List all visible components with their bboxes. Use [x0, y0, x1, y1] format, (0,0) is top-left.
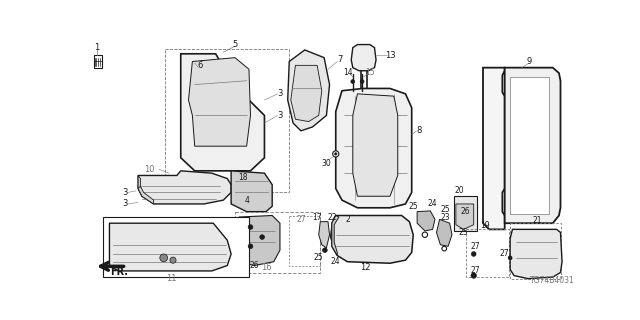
Bar: [289, 215, 320, 266]
Polygon shape: [94, 55, 102, 68]
Text: TG74B4031: TG74B4031: [529, 276, 574, 285]
Circle shape: [422, 232, 428, 237]
Polygon shape: [510, 77, 549, 214]
Circle shape: [323, 248, 327, 252]
Circle shape: [248, 225, 253, 229]
Text: 27: 27: [297, 215, 307, 224]
Text: 13: 13: [385, 51, 396, 60]
Text: 27: 27: [500, 250, 509, 259]
Text: 5: 5: [232, 40, 237, 49]
Circle shape: [335, 153, 337, 155]
Circle shape: [248, 244, 253, 249]
Text: 27: 27: [470, 242, 480, 251]
Polygon shape: [239, 215, 280, 266]
Text: 25: 25: [314, 253, 323, 262]
Polygon shape: [436, 219, 452, 246]
Text: 25: 25: [459, 228, 468, 237]
Text: 10: 10: [145, 165, 155, 174]
Text: 24: 24: [331, 257, 340, 266]
Text: 12: 12: [360, 263, 371, 272]
Text: FR.: FR.: [109, 268, 128, 277]
Text: 24: 24: [428, 199, 437, 208]
Text: 3: 3: [122, 188, 127, 197]
Polygon shape: [288, 50, 330, 131]
Polygon shape: [510, 229, 562, 279]
Polygon shape: [332, 215, 339, 256]
Circle shape: [351, 80, 355, 84]
Circle shape: [260, 235, 264, 239]
Bar: [235, 212, 320, 273]
Text: 26: 26: [460, 207, 470, 216]
Circle shape: [333, 151, 339, 157]
Polygon shape: [330, 225, 340, 249]
Circle shape: [472, 252, 476, 256]
Text: 25: 25: [441, 205, 451, 214]
Circle shape: [471, 273, 476, 278]
Text: 23: 23: [441, 212, 451, 221]
Polygon shape: [351, 44, 376, 71]
Polygon shape: [336, 88, 412, 208]
Circle shape: [160, 254, 168, 262]
Circle shape: [442, 246, 447, 251]
Text: 19: 19: [480, 221, 490, 230]
Bar: [103, 217, 249, 277]
Text: 17: 17: [312, 212, 322, 221]
Circle shape: [360, 80, 364, 84]
Circle shape: [170, 257, 176, 263]
Bar: [454, 196, 477, 231]
Text: 14: 14: [343, 68, 353, 77]
Text: 6: 6: [197, 61, 203, 70]
Polygon shape: [138, 175, 142, 196]
Text: 2: 2: [345, 215, 349, 224]
Text: 15: 15: [365, 68, 374, 77]
Polygon shape: [138, 171, 231, 204]
Text: 1: 1: [95, 43, 100, 52]
Polygon shape: [332, 215, 413, 263]
Polygon shape: [483, 68, 505, 229]
Text: 7: 7: [337, 55, 342, 64]
Text: 30: 30: [321, 159, 332, 168]
Polygon shape: [417, 211, 435, 231]
Bar: [510, 223, 561, 279]
Text: 11: 11: [166, 274, 177, 283]
Polygon shape: [505, 68, 561, 223]
Polygon shape: [456, 204, 474, 229]
Polygon shape: [109, 223, 231, 271]
Text: 27: 27: [470, 267, 480, 276]
Text: 9: 9: [527, 57, 532, 66]
Polygon shape: [180, 54, 264, 171]
Text: 8: 8: [417, 126, 422, 135]
Text: 4: 4: [244, 196, 249, 204]
Circle shape: [508, 256, 512, 260]
Polygon shape: [353, 94, 397, 196]
Polygon shape: [231, 171, 272, 212]
Text: 22: 22: [327, 212, 337, 221]
Text: 26: 26: [250, 261, 259, 270]
Text: 16: 16: [260, 263, 271, 272]
Text: 20: 20: [455, 186, 465, 195]
Bar: [165, 49, 289, 192]
Text: 3: 3: [122, 199, 127, 208]
Bar: [466, 229, 509, 277]
Polygon shape: [138, 186, 154, 204]
Text: 18: 18: [238, 172, 248, 181]
Polygon shape: [189, 58, 250, 146]
Text: 3: 3: [277, 111, 283, 120]
Polygon shape: [319, 222, 330, 248]
Text: 21: 21: [532, 216, 542, 225]
Text: 3: 3: [277, 89, 283, 98]
Polygon shape: [291, 65, 322, 122]
Text: 25: 25: [408, 202, 418, 211]
